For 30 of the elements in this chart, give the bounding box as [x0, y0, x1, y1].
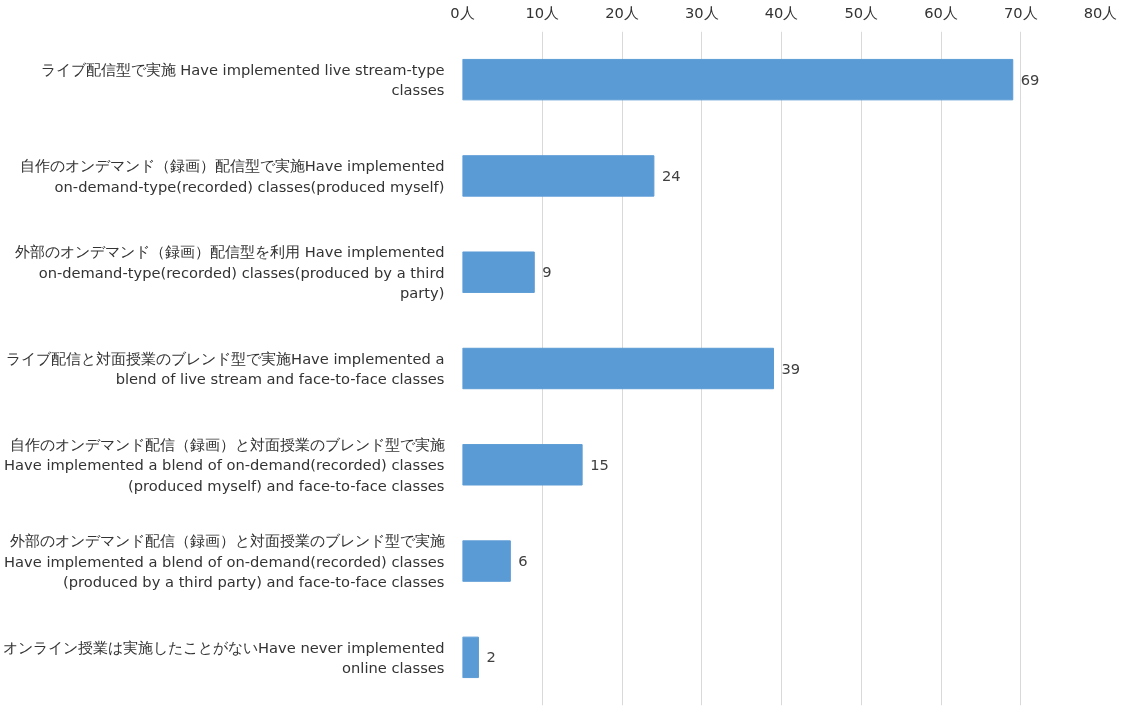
data-label: 6: [518, 552, 528, 570]
data-label: 24: [661, 166, 681, 184]
bar: [462, 636, 479, 679]
bar: [462, 251, 535, 293]
y-tick-label: 外部のオンデマンド配信（録画）と対面授業のブレンド型で実施 Have implemented a blend of on-demand(recorded) classes (produced by a third party) and face-to-face classes: [4, 532, 445, 590]
x-tick-label: 30人: [684, 3, 719, 21]
x-tick-label: 70人: [1003, 3, 1038, 21]
x-tick-label: 80人: [1083, 3, 1118, 21]
data-label: 2: [486, 648, 496, 666]
x-tick-label: 60人: [924, 3, 958, 21]
y-tick-label: ライブ配信と対面授業のブレンド型で実施Have implemented a blend of live stream and face-to-face classes: [6, 349, 445, 388]
y-tick-label: ライブ配信型で実施 Have implemented live stream-type classes: [40, 60, 445, 99]
data-label: 39: [781, 359, 801, 377]
y-tick-label: オンライン授業は実施したことがないHave never implemented online classes: [3, 638, 445, 677]
x-tick-label: 0人: [450, 3, 475, 21]
x-tick-label: 20人: [605, 3, 639, 21]
bar: [462, 155, 655, 197]
bar: [462, 58, 1014, 101]
bar: [462, 540, 511, 582]
y-tick-label: 自作のオンデマンド配信（録画）と対面授業のブレンド型で実施 Have implemented a blend of on-demand(recorded) classes (produced myself) and face-to-face classes: [4, 435, 445, 494]
bar: [462, 347, 775, 390]
y-tick-label: 外部のオンデマンド（録画）配信型を利用 Have implemented on-demand-type(recorded) classes(produced by a third party): [15, 243, 445, 302]
x-tick-label: 50人: [844, 3, 879, 21]
x-tick-label: 10人: [525, 3, 560, 21]
bar: [462, 444, 583, 486]
x-tick-label: 40人: [764, 3, 799, 21]
y-tick-label: 自作のオンデマンド（録画）配信型で実施Have implemented on-demand-type(recorded) classes(produced myself): [19, 157, 445, 195]
data-label: 9: [542, 263, 552, 281]
data-label: 69: [1020, 70, 1040, 88]
data-label: 15: [590, 455, 609, 473]
